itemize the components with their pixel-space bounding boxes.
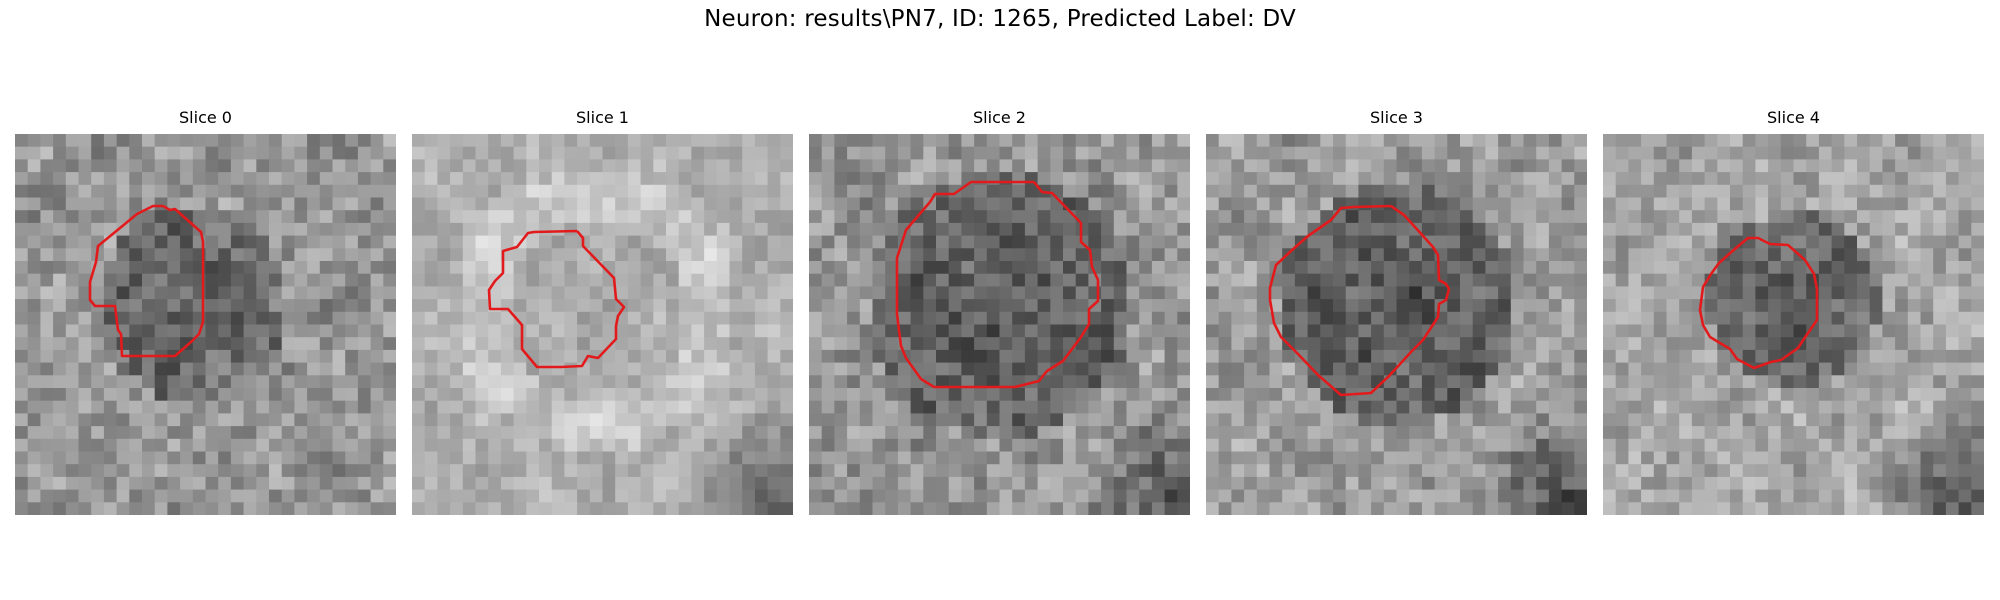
slice-0-title: Slice 0 xyxy=(179,108,232,127)
slice-3-pixels xyxy=(1206,134,1587,515)
slice-0-pixels xyxy=(15,134,396,515)
slice-0-image xyxy=(15,134,396,515)
slice-4-title: Slice 4 xyxy=(1767,108,1820,127)
slice-4-pixels xyxy=(1603,134,1984,515)
slice-3-contour xyxy=(1268,204,1451,397)
slice-2-contour xyxy=(895,180,1100,389)
slice-3-image xyxy=(1206,134,1587,515)
slice-3-title: Slice 3 xyxy=(1370,108,1423,127)
slice-2-pixels xyxy=(809,134,1190,515)
slice-2-image xyxy=(809,134,1190,515)
slice-0-contour xyxy=(88,204,205,358)
slice-1-pixels xyxy=(412,134,793,515)
slice-1-title: Slice 1 xyxy=(576,108,629,127)
figure-title: Neuron: results\PN7, ID: 1265, Predicted… xyxy=(704,6,1296,32)
slice-2-title: Slice 2 xyxy=(973,108,1026,127)
slice-4-contour xyxy=(1698,236,1819,370)
slice-1-image xyxy=(412,134,793,515)
slice-4-image xyxy=(1603,134,1984,515)
slice-1-contour xyxy=(487,229,626,369)
